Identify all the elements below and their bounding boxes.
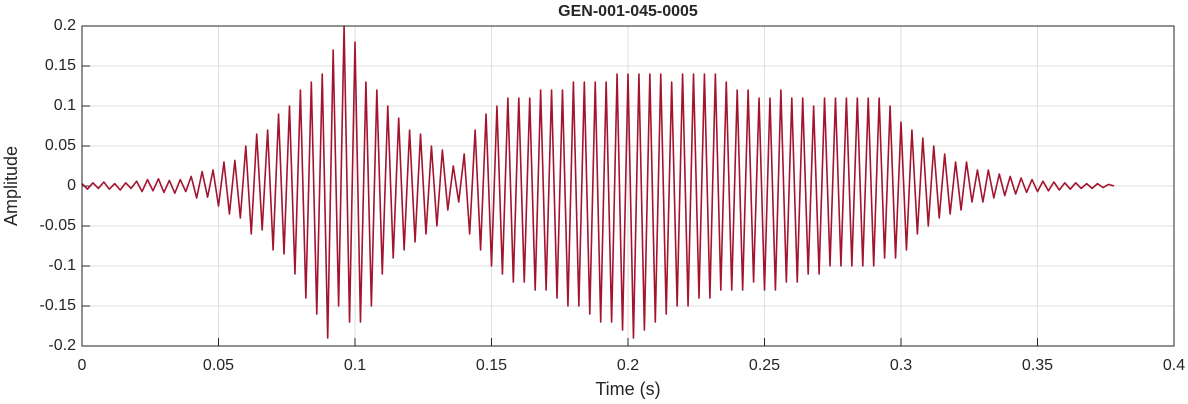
y-tick-label: -0.05: [40, 217, 77, 234]
chart-title: GEN-001-045-0005: [558, 3, 698, 20]
y-tick-label: 0.2: [54, 17, 76, 34]
x-tick-label: 0.25: [749, 357, 780, 374]
y-axis-label: Amplitude: [1, 146, 21, 226]
y-tick-label: -0.15: [40, 297, 77, 314]
x-tick-label: 0.1: [344, 357, 366, 374]
y-tick-label: -0.1: [48, 257, 76, 274]
axes-box: [81, 25, 1175, 347]
y-tick-label: 0.15: [45, 57, 76, 74]
y-tick-label: 0.05: [45, 137, 76, 154]
x-tick-label: 0: [78, 357, 87, 374]
waveform: [81, 25, 1115, 339]
x-tick-label: 0.15: [476, 357, 507, 374]
y-tick-label: -0.2: [48, 337, 76, 354]
x-tick-label: 0.35: [1022, 357, 1053, 374]
x-tick-label: 0.4: [1163, 357, 1185, 374]
x-tick-label: 0.2: [617, 357, 639, 374]
x-tick-label: 0.05: [203, 357, 234, 374]
x-tick-label: 0.3: [890, 357, 912, 374]
y-tick-label: 0.1: [54, 97, 76, 114]
x-axis-label: Time (s): [595, 379, 660, 399]
y-tick-label: 0: [67, 177, 76, 194]
